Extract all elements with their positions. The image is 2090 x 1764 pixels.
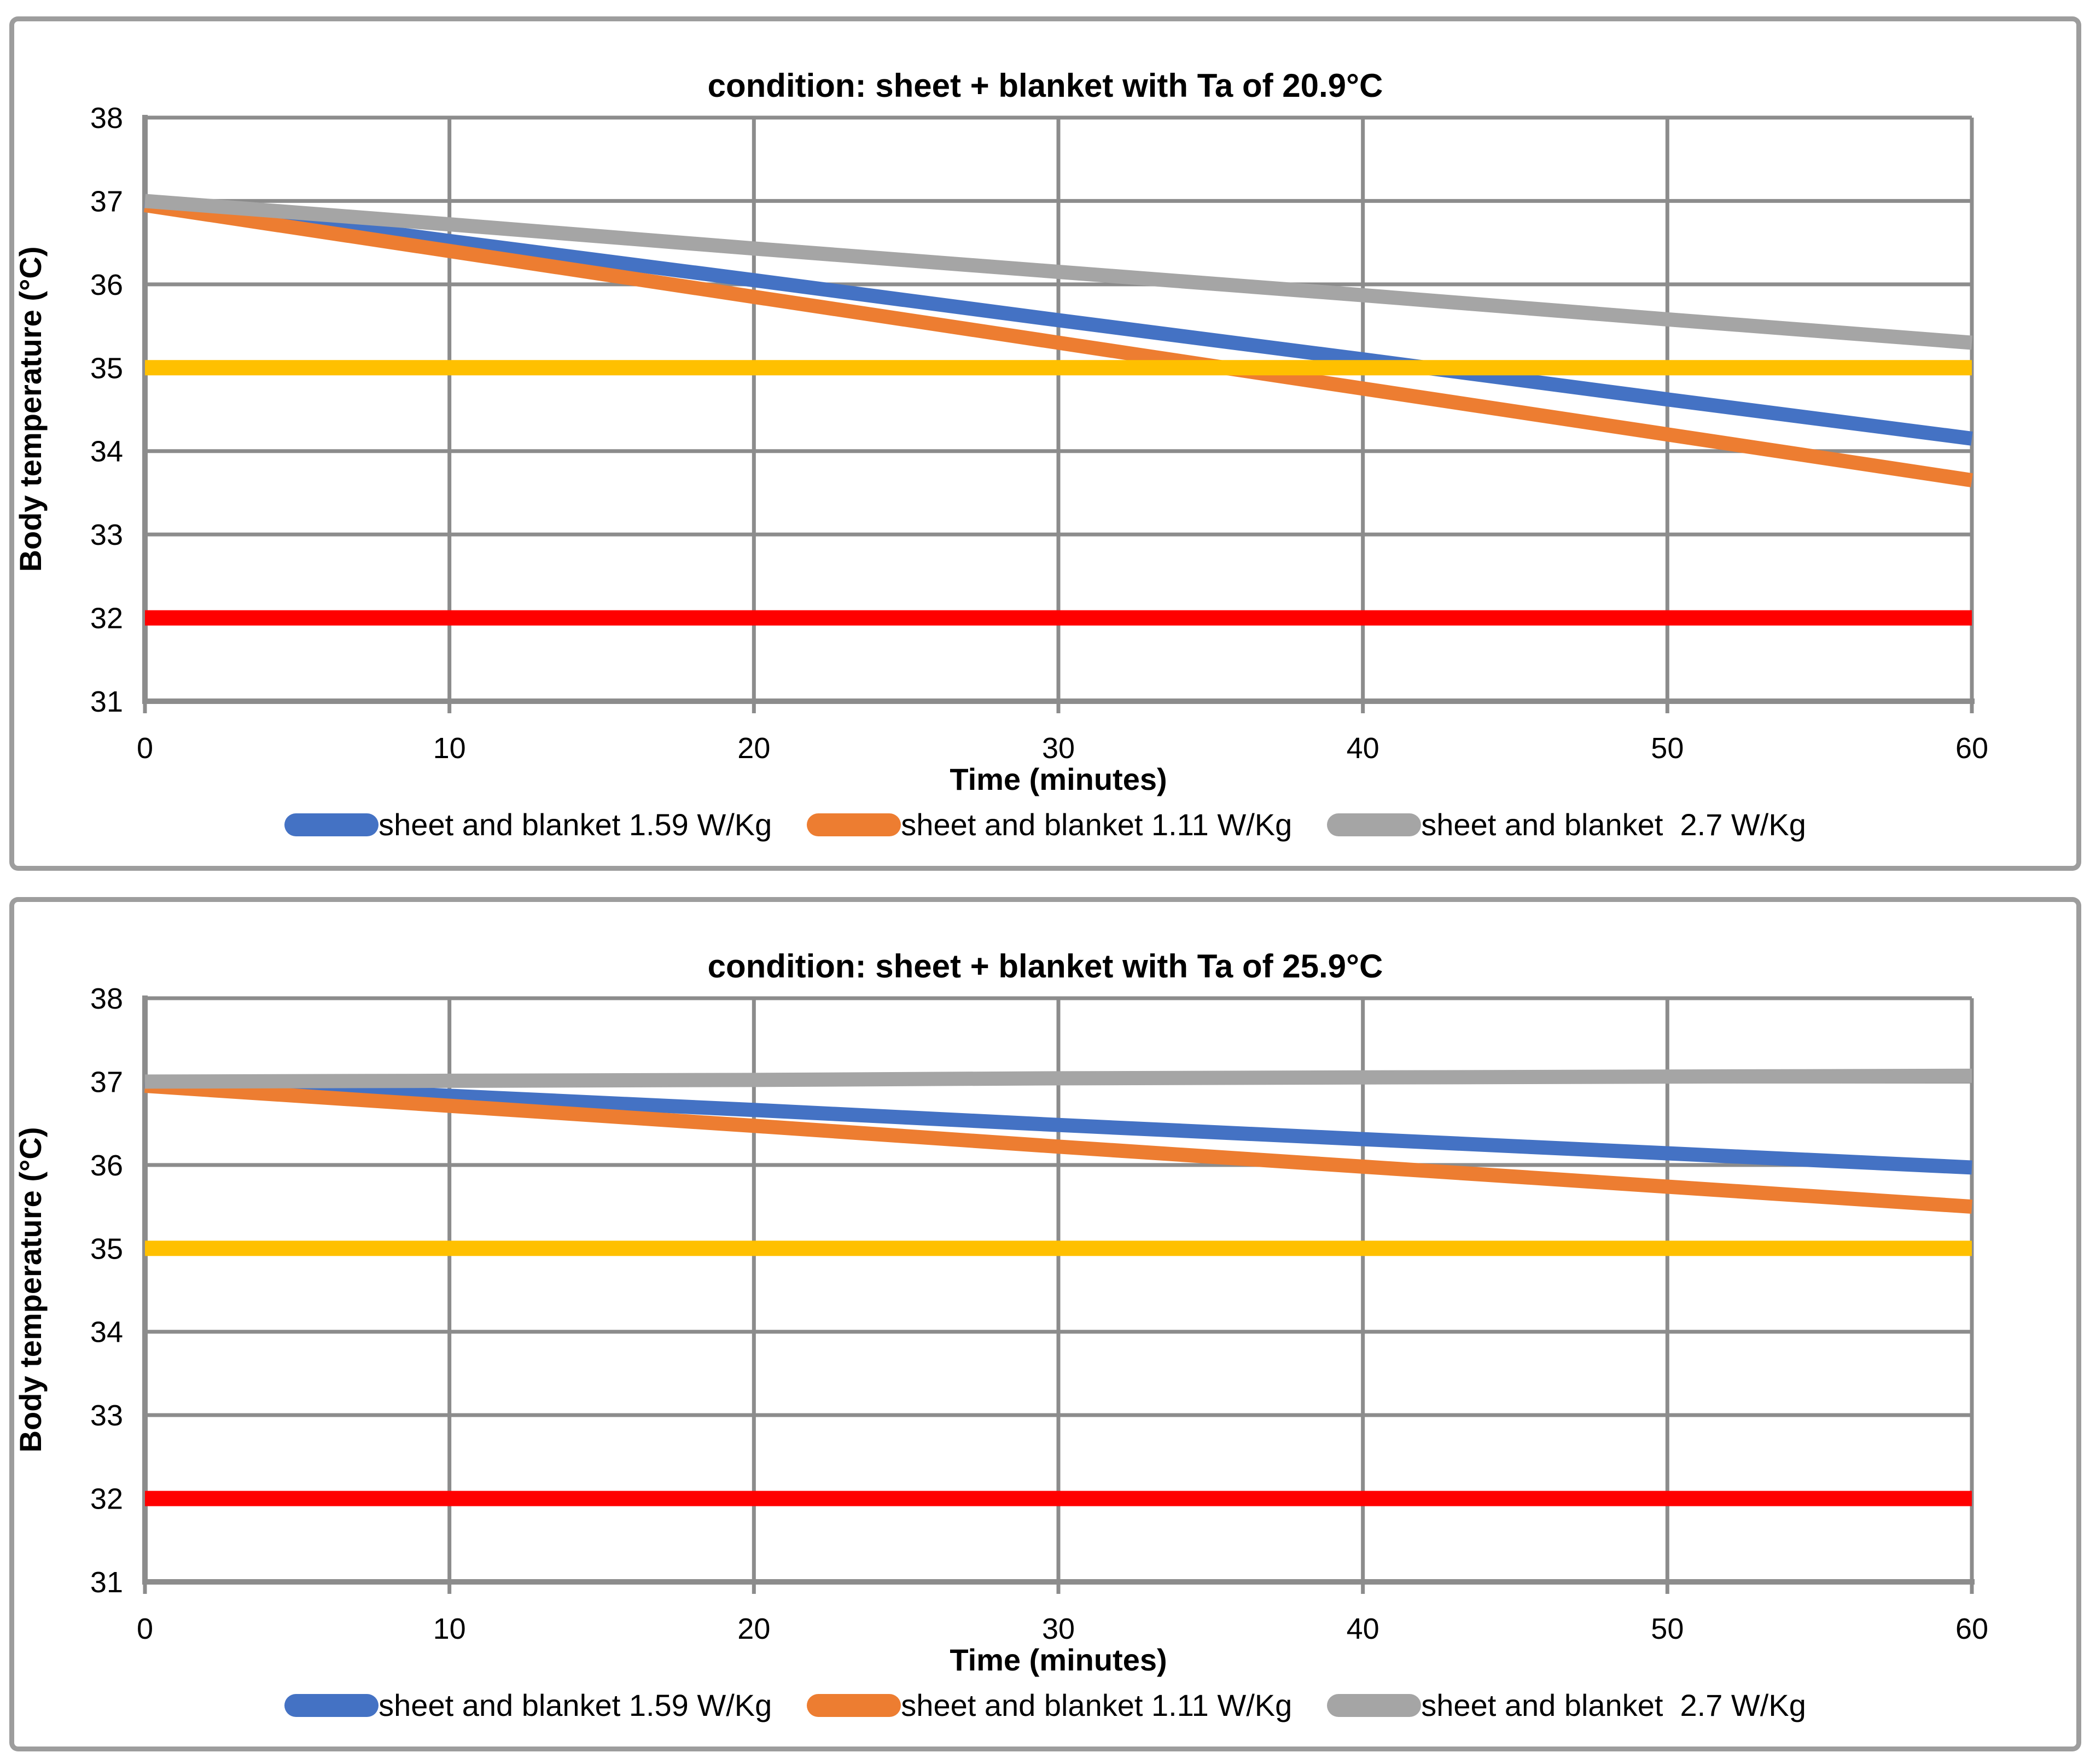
legend-swatch xyxy=(284,813,379,836)
legend-label: sheet and blanket 2.7 W/Kg xyxy=(1421,807,1806,842)
chart-plot-area: 31 32 33 34 35 36 37 38 0 10 20 30 40 50 60 Time (minu… xyxy=(13,102,1988,796)
x-tick-label: 50 xyxy=(1651,732,1684,765)
x-tick-label: 0 xyxy=(137,1612,153,1645)
y-tick-label: 32 xyxy=(90,602,123,635)
series-line xyxy=(144,198,1973,487)
legend-label: sheet and blanket 1.11 W/Kg xyxy=(901,1688,1293,1722)
legend-item: sheet and blanket 1.59 W/Kg xyxy=(284,1687,772,1723)
series-line xyxy=(144,194,1972,350)
chart-legend: sheet and blanket 1.59 W/Kg sheet and bla… xyxy=(9,807,2081,842)
y-tick-label: 31 xyxy=(90,1566,123,1599)
x-tick-label: 60 xyxy=(1955,732,1988,765)
y-tick-label: 32 xyxy=(90,1483,123,1516)
series-line xyxy=(144,194,1973,446)
series-line xyxy=(144,1068,1972,1089)
legend-swatch xyxy=(807,813,901,836)
legend-label: sheet and blanket 1.11 W/Kg xyxy=(901,807,1293,842)
y-tick-label: 38 xyxy=(90,102,123,135)
chart-panel-ta-25-9: condition: sheet + blanket with Ta of 25… xyxy=(9,897,2081,1751)
y-tick-label: 37 xyxy=(90,185,123,218)
x-tick-label: 0 xyxy=(137,732,153,765)
y-tick-label: 33 xyxy=(90,1399,123,1432)
chart-title: condition: sheet + blanket with Ta of 25… xyxy=(707,948,1383,985)
legend-swatch xyxy=(1327,1693,1422,1717)
x-tick-label: 20 xyxy=(737,1612,770,1645)
x-tick-label: 10 xyxy=(433,1612,466,1645)
legend-item: sheet and blanket 1.11 W/Kg xyxy=(807,1687,1292,1723)
x-tick-label: 40 xyxy=(1347,1612,1379,1645)
legend-item: sheet and blanket 2.7 W/Kg xyxy=(1327,807,1806,842)
y-tick-label: 37 xyxy=(90,1066,123,1098)
legend-swatch xyxy=(807,1693,901,1717)
y-tick-label: 34 xyxy=(90,435,123,468)
x-axis-title: Time (minutes) xyxy=(950,762,1167,796)
x-tick-label: 20 xyxy=(737,732,770,765)
y-tick-label: 31 xyxy=(90,685,123,718)
series-line xyxy=(144,1074,1972,1175)
legend-label: sheet and blanket 1.59 W/Kg xyxy=(379,1688,772,1722)
y-tick-label: 35 xyxy=(90,1232,123,1265)
chart-title: condition: sheet + blanket with Ta of 20… xyxy=(707,67,1383,104)
series-line xyxy=(144,1079,1972,1214)
legend-swatch xyxy=(1327,813,1422,836)
x-tick-label: 30 xyxy=(1042,732,1075,765)
y-tick-label: 38 xyxy=(90,982,123,1015)
legend-swatch xyxy=(284,1693,379,1717)
x-tick-label: 50 xyxy=(1651,1612,1684,1645)
legend-label: sheet and blanket 2.7 W/Kg xyxy=(1421,1688,1806,1722)
x-tick-label: 40 xyxy=(1347,732,1379,765)
y-axis-title: Body temperature (°C) xyxy=(13,1127,48,1453)
x-tick-label: 10 xyxy=(433,732,466,765)
y-tick-label: 36 xyxy=(90,1149,123,1182)
y-tick-label: 35 xyxy=(90,352,123,385)
y-tick-label: 34 xyxy=(90,1316,123,1349)
chart-plot-area: 31 32 33 34 35 36 37 38 0 10 20 30 40 50 60 Time (minu… xyxy=(13,982,1988,1677)
y-tick-label: 33 xyxy=(90,519,123,551)
y-axis-title: Body temperature (°C) xyxy=(13,247,48,572)
x-tick-label: 60 xyxy=(1955,1612,1988,1645)
legend-item: sheet and blanket 1.59 W/Kg xyxy=(284,807,772,842)
chart-legend: sheet and blanket 1.59 W/Kg sheet and bla… xyxy=(9,1687,2081,1723)
x-tick-label: 30 xyxy=(1042,1612,1075,1645)
legend-item: sheet and blanket 1.11 W/Kg xyxy=(807,807,1292,842)
y-tick-label: 36 xyxy=(90,269,123,301)
legend-item: sheet and blanket 2.7 W/Kg xyxy=(1327,1687,1806,1723)
chart-panel-ta-20-9: condition: sheet + blanket with Ta of 20… xyxy=(9,16,2081,871)
x-axis-title: Time (minutes) xyxy=(950,1643,1167,1677)
legend-label: sheet and blanket 1.59 W/Kg xyxy=(379,807,772,842)
